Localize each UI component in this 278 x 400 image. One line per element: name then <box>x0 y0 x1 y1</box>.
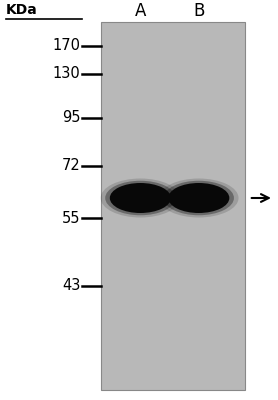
Text: A: A <box>135 2 146 20</box>
Ellipse shape <box>168 183 229 213</box>
Ellipse shape <box>163 181 234 215</box>
Text: 130: 130 <box>53 66 81 82</box>
Text: 55: 55 <box>62 210 81 226</box>
Text: 43: 43 <box>62 278 81 294</box>
Ellipse shape <box>110 183 171 213</box>
Ellipse shape <box>159 178 239 218</box>
Text: 95: 95 <box>62 110 81 126</box>
Bar <box>101 22 245 390</box>
Text: 170: 170 <box>53 38 81 54</box>
Text: B: B <box>193 2 204 20</box>
Ellipse shape <box>101 178 180 218</box>
Ellipse shape <box>105 181 176 215</box>
Text: KDa: KDa <box>6 3 37 17</box>
Text: 72: 72 <box>62 158 81 174</box>
